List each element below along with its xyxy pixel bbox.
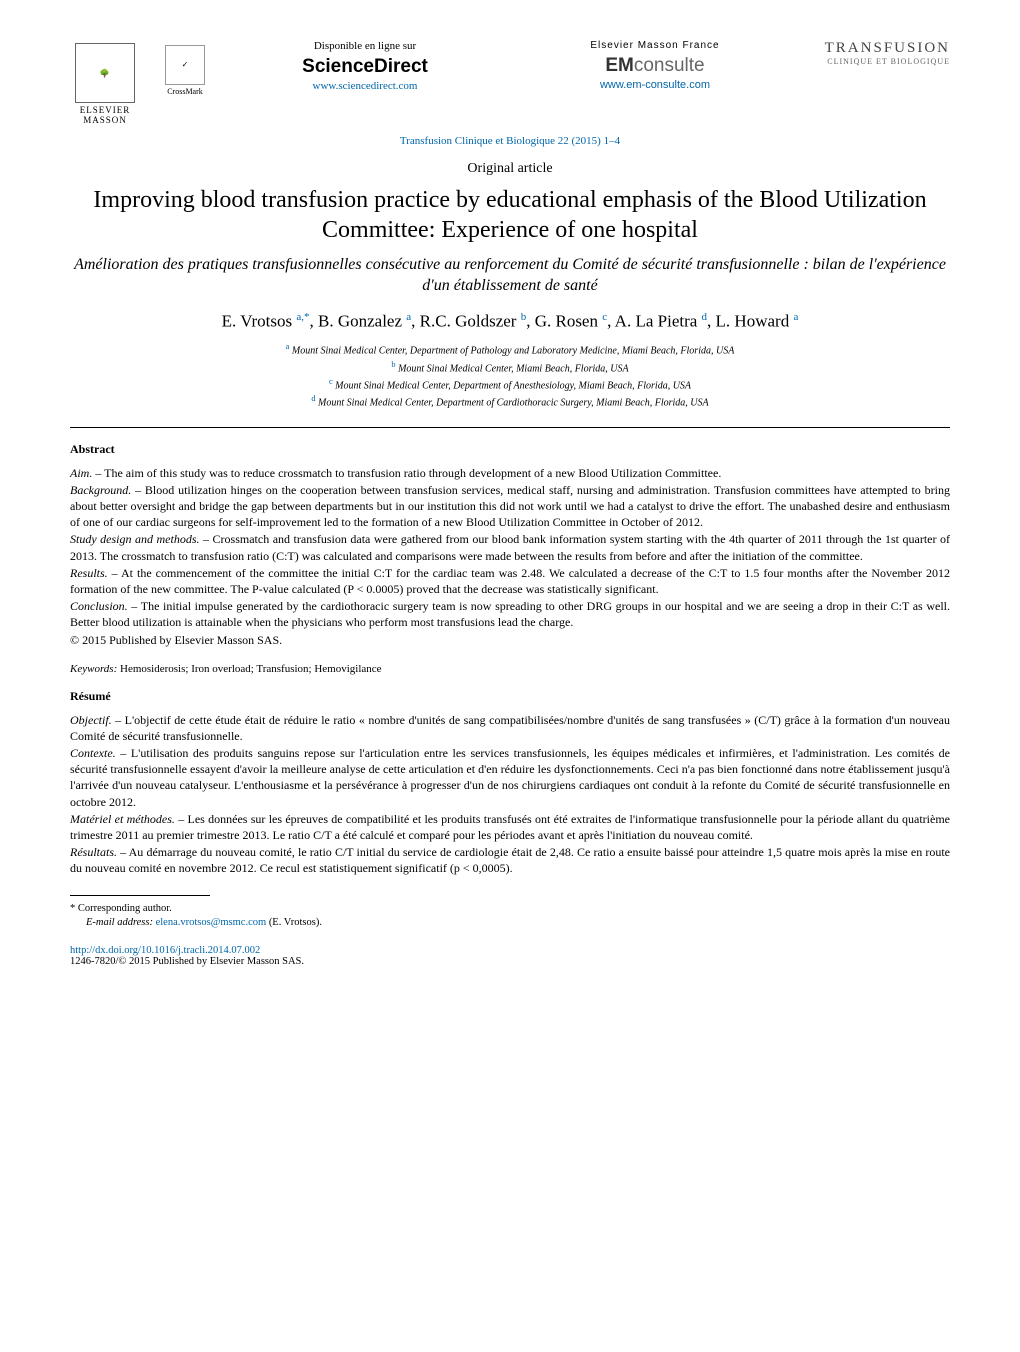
journal-cover: TRANSFUSION CLINIQUE ET BIOLOGIQUE — [810, 40, 950, 66]
article-type: Original article — [70, 161, 950, 177]
resume-paragraph: Contexte. – L'utilisation des produits s… — [70, 745, 950, 810]
abstract-paragraph: Background. – Blood utilization hinges o… — [70, 482, 950, 531]
emconsulte-block: Elsevier Masson France EMconsulte www.em… — [520, 40, 790, 91]
resume-paragraph: Matériel et méthodes. – Les données sur … — [70, 811, 950, 843]
sciencedirect-logo: ScienceDirect — [230, 56, 500, 78]
resume-heading: Résumé — [70, 689, 950, 704]
rule-divider — [70, 427, 950, 428]
email-address[interactable]: elena.vrotsos@msmc.com — [156, 917, 267, 928]
abstract-paragraph: Aim. – The aim of this study was to redu… — [70, 465, 950, 481]
resume-paragraph: Résultats. – Au démarrage du nouveau com… — [70, 844, 950, 876]
header-row: 🌳 ELSEVIER MASSON ✓ CrossMark Disponible… — [70, 40, 950, 125]
abstract-paragraph: Study design and methods. – Crossmatch a… — [70, 531, 950, 563]
affiliation-line: b Mount Sinai Medical Center, Miami Beac… — [70, 359, 950, 376]
paper-title-fr: Amélioration des pratiques transfusionne… — [70, 255, 950, 297]
abstract-paragraph: Conclusion. – The initial impulse genera… — [70, 598, 950, 630]
paper-title: Improving blood transfusion practice by … — [70, 185, 950, 245]
journal-subtitle: CLINIQUE ET BIOLOGIQUE — [810, 57, 950, 66]
issn-line: 1246-7820/© 2015 Published by Elsevier M… — [70, 956, 950, 967]
abstract-copyright: © 2015 Published by Elsevier Masson SAS. — [70, 632, 950, 648]
abstract-heading: Abstract — [70, 442, 950, 457]
email-label: E-mail address: — [86, 917, 153, 928]
citation[interactable]: Transfusion Clinique et Biologique 22 (2… — [70, 135, 950, 147]
abstract-paragraph: Results. – At the commencement of the co… — [70, 565, 950, 597]
keywords-text: Hemosiderosis; Iron overload; Transfusio… — [120, 663, 382, 675]
footnote-block: * Corresponding author. E-mail address: … — [70, 902, 950, 931]
elsevier-logo: 🌳 ELSEVIER MASSON — [70, 40, 140, 125]
affiliations: a Mount Sinai Medical Center, Department… — [70, 341, 950, 410]
emf-label: Elsevier Masson France — [520, 40, 790, 51]
journal-title: TRANSFUSION — [810, 40, 950, 57]
abstract-block: Abstract Aim. – The aim of this study wa… — [70, 442, 950, 649]
emconsulte-url[interactable]: www.em-consulte.com — [520, 79, 790, 91]
doi-link[interactable]: http://dx.doi.org/10.1016/j.tracli.2014.… — [70, 945, 950, 956]
sciencedirect-url[interactable]: www.sciencedirect.com — [230, 80, 500, 92]
elsevier-tree-icon: 🌳 — [75, 43, 135, 103]
elsevier-label: ELSEVIER — [80, 105, 131, 115]
online-label: Disponible en ligne sur — [230, 40, 500, 52]
sciencedirect-block: Disponible en ligne sur ScienceDirect ww… — [230, 40, 500, 92]
affiliation-line: d Mount Sinai Medical Center, Department… — [70, 393, 950, 410]
crossmark-label: CrossMark — [167, 87, 203, 96]
emconsulte-logo: EMconsulte — [520, 55, 790, 77]
email-author: (E. Vrotsos). — [269, 917, 322, 928]
corresponding-author: * Corresponding author. — [70, 902, 950, 917]
crossmark-badge[interactable]: ✓ CrossMark — [160, 40, 210, 100]
masson-label: MASSON — [83, 115, 127, 125]
resume-block: Résumé Objectif. – L'objectif de cette é… — [70, 689, 950, 877]
crossmark-icon: ✓ — [165, 45, 205, 85]
resume-paragraph: Objectif. – L'objectif de cette étude ét… — [70, 712, 950, 744]
footnote-rule — [70, 895, 210, 896]
affiliation-line: c Mount Sinai Medical Center, Department… — [70, 376, 950, 393]
affiliation-line: a Mount Sinai Medical Center, Department… — [70, 341, 950, 358]
keywords-line: Keywords: Hemosiderosis; Iron overload; … — [70, 663, 950, 675]
keywords-label: Keywords: — [70, 663, 117, 675]
authors: E. Vrotsos a,*, B. Gonzalez a, R.C. Gold… — [70, 311, 950, 332]
